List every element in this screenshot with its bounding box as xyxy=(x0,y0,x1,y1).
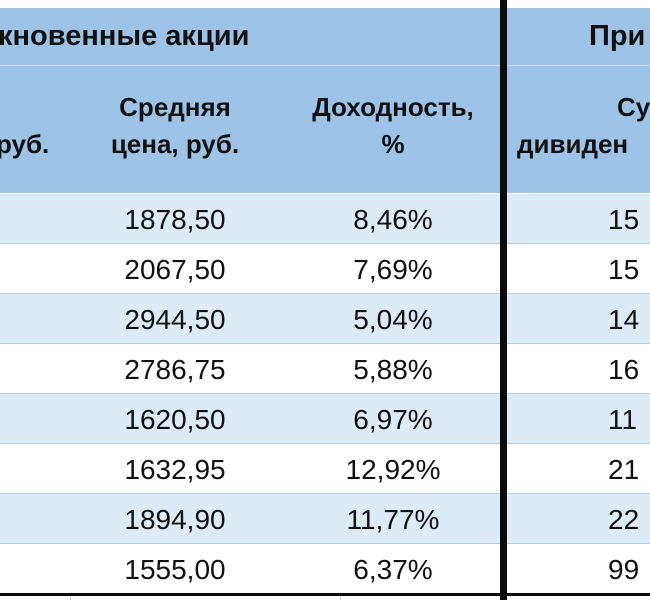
table-bottom-border-right xyxy=(507,593,650,596)
section-header-common-shares-label: кновенные акции xyxy=(0,20,250,52)
avg-price-cell[interactable]: 2067,50 xyxy=(124,254,226,285)
dividend-sum-cell[interactable]: 15 xyxy=(608,254,640,285)
avg-price-cell[interactable]: 1555,00 xyxy=(124,554,226,585)
column-header-partial-price[interactable]: руб. xyxy=(0,126,49,163)
yield-cell[interactable]: 6,37% xyxy=(353,554,433,585)
yield-cell[interactable]: 6,97% xyxy=(353,404,433,435)
dividend-sum-cell[interactable]: 15 xyxy=(608,204,640,235)
dividend-sum-cell[interactable]: 99 xyxy=(608,554,640,585)
dividend-sum-cell[interactable]: 21 xyxy=(608,454,640,485)
row-band-left xyxy=(0,494,500,543)
table-row[interactable]: 1894,90 11,77% 22 xyxy=(0,494,650,544)
avg-price-cell[interactable]: 1894,90 xyxy=(124,504,226,535)
dividend-sum-cell[interactable]: 11 xyxy=(608,404,638,435)
yield-cell[interactable]: 5,04% xyxy=(353,304,433,335)
table-row[interactable]: 1555,00 6,37% 99 xyxy=(0,544,650,594)
table-row[interactable]: 1620,50 6,97% 11 xyxy=(0,394,650,444)
avg-price-cell[interactable]: 1620,50 xyxy=(124,404,226,435)
dividend-sum-cell[interactable]: 14 xyxy=(608,304,640,335)
yield-cell[interactable]: 8,46% xyxy=(353,204,433,235)
column-header-dividend-sum[interactable]: Су дивиден xyxy=(517,89,650,163)
grid-line xyxy=(70,596,71,600)
column-header-row-left: руб. Средняя цена, руб. Доходность, % xyxy=(0,66,500,193)
dividend-sum-cell[interactable]: 22 xyxy=(608,504,640,535)
section-header-preferred-shares[interactable]: При xyxy=(507,8,650,66)
column-header-partial-price-label: руб. xyxy=(0,129,50,159)
section-header-common-shares[interactable]: кновенные акции xyxy=(0,8,500,66)
table-row[interactable]: 2944,50 5,04% 14 xyxy=(0,294,650,344)
row-band-right xyxy=(507,294,650,343)
avg-price-cell[interactable]: 2944,50 xyxy=(124,304,226,335)
column-header-avg-price-line1: Средняя xyxy=(119,92,231,122)
row-band-right xyxy=(507,194,650,243)
row-band-left xyxy=(0,394,500,443)
table-row[interactable]: 2786,75 5,88% 16 xyxy=(0,344,650,394)
avg-price-cell[interactable]: 2786,75 xyxy=(124,354,226,385)
table-row[interactable]: 2067,50 7,69% 15 xyxy=(0,244,650,294)
table-bottom-border xyxy=(0,593,500,596)
avg-price-cell[interactable]: 1878,50 xyxy=(124,204,226,235)
section-header-preferred-shares-label: При xyxy=(589,20,646,52)
yield-cell[interactable]: 12,92% xyxy=(345,454,441,485)
dividend-sum-cell[interactable]: 16 xyxy=(608,354,640,385)
column-header-yield-line1: Доходность, xyxy=(312,92,474,122)
yield-cell[interactable]: 7,69% xyxy=(353,254,433,285)
column-divider xyxy=(500,0,507,600)
column-header-yield[interactable]: Доходность, % xyxy=(283,89,500,163)
row-band-right xyxy=(507,394,650,443)
row-band-right xyxy=(507,494,650,543)
column-header-dividend-sum-line1: Су xyxy=(617,92,650,122)
yield-cell[interactable]: 11,77% xyxy=(346,504,440,535)
grid-line xyxy=(340,596,341,600)
column-header-dividend-sum-line2: дивиден xyxy=(517,128,629,159)
column-header-avg-price[interactable]: Средняя цена, руб. xyxy=(90,89,260,163)
row-band-left xyxy=(0,294,500,343)
column-header-yield-line2: % xyxy=(381,128,405,159)
table-row[interactable]: 1878,50 8,46% 15 xyxy=(0,194,650,244)
yield-cell[interactable]: 5,88% xyxy=(353,354,433,385)
table-row[interactable]: 1632,95 12,92% 21 xyxy=(0,444,650,494)
avg-price-cell[interactable]: 1632,95 xyxy=(124,454,226,485)
column-header-avg-price-line2: цена, руб. xyxy=(110,128,240,159)
column-header-row-right: Су дивиден xyxy=(507,66,650,193)
row-band-left xyxy=(0,194,500,243)
